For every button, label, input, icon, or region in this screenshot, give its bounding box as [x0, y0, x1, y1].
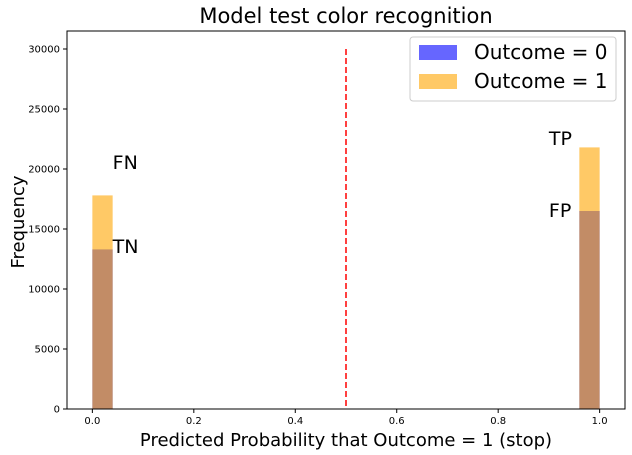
chart-title: Model test color recognition — [199, 4, 492, 28]
plot-frame — [66, 30, 626, 410]
y-tick-label: 5000 — [35, 345, 60, 356]
x-tick-label: 0.0 — [84, 416, 100, 427]
y-axis-title: Frequency — [8, 175, 29, 268]
x-tick-label: 0.6 — [389, 416, 405, 427]
y-tick-label: 10000 — [28, 285, 60, 296]
annotation-fn: FN — [113, 152, 138, 174]
legend-label: Outcome = 0 — [474, 40, 607, 64]
y-tick-label: 0 — [54, 405, 60, 416]
y-tick-label: 30000 — [28, 45, 60, 56]
legend-swatch — [419, 74, 457, 89]
x-tick-label: 0.8 — [490, 416, 506, 427]
histogram-bar-s1-b1 — [579, 147, 600, 409]
annotation-tp: TP — [548, 128, 572, 150]
legend-swatch — [419, 45, 457, 60]
annotation-tn: TN — [112, 236, 139, 258]
histogram-bar-s1-b0 — [92, 195, 113, 409]
x-tick-label: 1.0 — [592, 416, 608, 427]
y-tick-label: 20000 — [28, 165, 60, 176]
legend-box — [409, 36, 617, 102]
y-tick-label: 15000 — [28, 225, 60, 236]
annotation-fp: FP — [549, 200, 571, 222]
x-tick-label: 0.4 — [287, 416, 303, 427]
x-tick-label: 0.2 — [186, 416, 202, 427]
legend-label: Outcome = 1 — [474, 69, 607, 93]
y-tick-label: 25000 — [28, 105, 60, 116]
x-axis-title: Predicted Probability that Outcome = 1 (… — [140, 430, 552, 451]
legend: Outcome = 0 Outcome = 1 — [409, 36, 617, 102]
plot-area: FN TN TP FP 0.0 0.2 0.4 0.6 0.8 1.0 0 5000 10000 1500… — [28, 30, 626, 427]
